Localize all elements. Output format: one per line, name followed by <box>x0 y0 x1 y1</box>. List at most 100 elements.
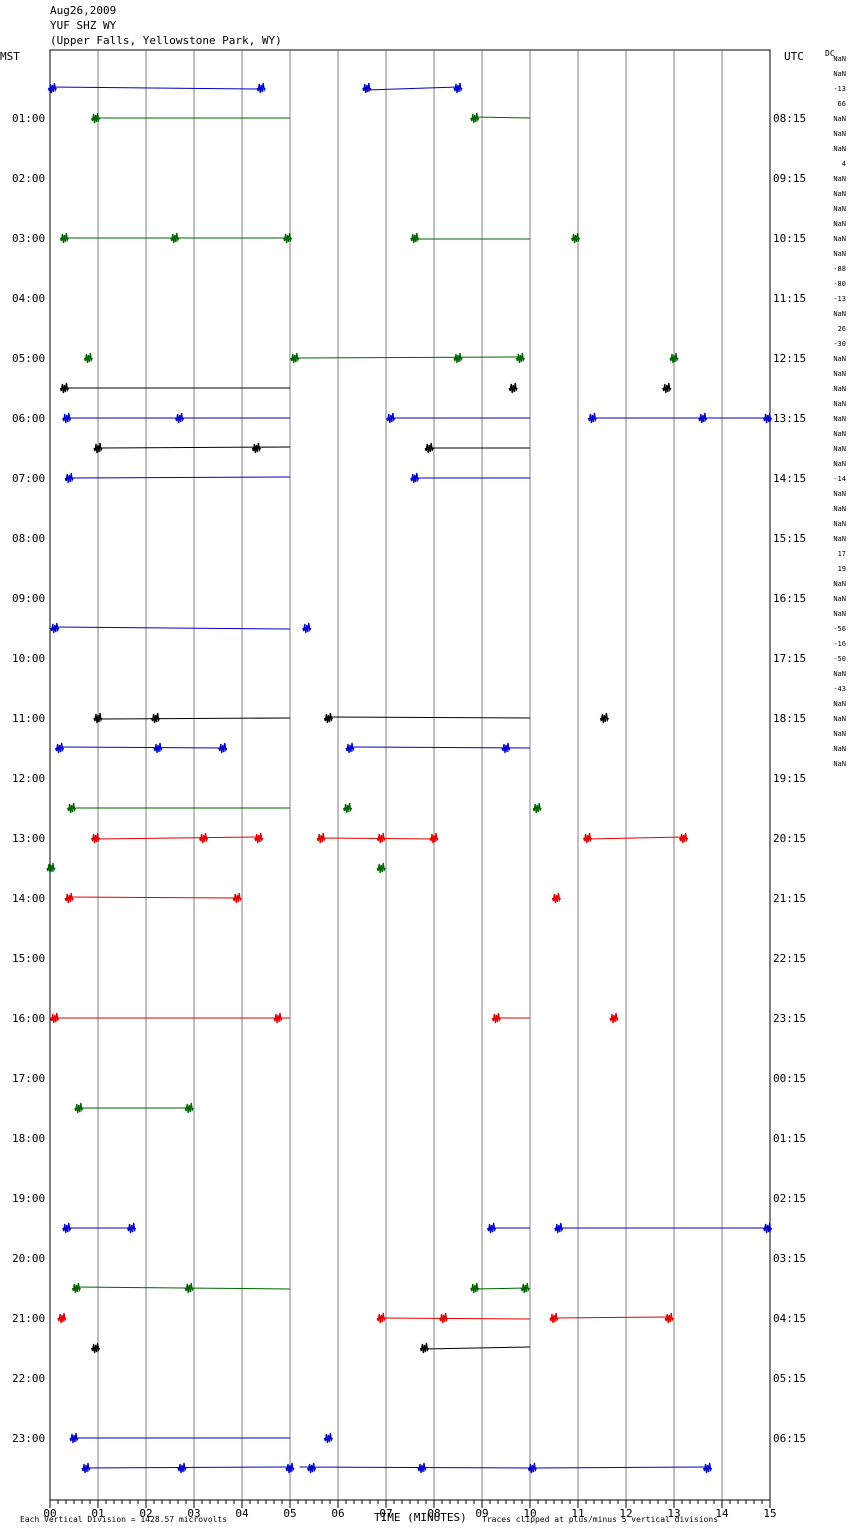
seismic-burst <box>515 352 525 364</box>
seismic-burst <box>470 1282 480 1294</box>
seismic-burst <box>93 442 103 454</box>
x-tick-label: 14 <box>715 1507 729 1520</box>
seismic-burst <box>316 832 326 844</box>
seismic-burst <box>54 742 65 754</box>
x-axis-title: TIME (MINUTES) <box>374 1511 467 1524</box>
seismic-burst <box>184 1282 194 1294</box>
seismic-burst <box>678 832 689 844</box>
trace-segment <box>49 86 262 90</box>
x-tick-label: 03 <box>187 1507 200 1520</box>
scale-note: Each Vertical Division = 1428.57 microvo… <box>20 1515 228 1524</box>
mst-hour-label: 09:00 <box>12 592 45 605</box>
dc-offset-value: -43 <box>833 685 846 693</box>
dc-offset-value: NaN <box>833 445 846 453</box>
seismic-burst <box>599 712 609 724</box>
dc-offset-value: NaN <box>833 130 846 138</box>
header-date: Aug26,2009 <box>50 4 117 17</box>
seismic-burst <box>153 742 163 754</box>
seismic-burst <box>362 82 372 94</box>
dc-offset-value: 19 <box>838 565 846 573</box>
header-location: (Upper Falls, Yellowstone Park, WY) <box>50 34 282 47</box>
dc-offset-value: NaN <box>833 385 846 393</box>
dc-offset-value: NaN <box>833 520 846 528</box>
seismic-burst <box>662 382 672 394</box>
trace-segment <box>474 116 531 119</box>
utc-hour-label: 09:15 <box>773 172 806 185</box>
utc-hour-label: 01:15 <box>773 1132 806 1145</box>
trace-segment <box>349 746 531 749</box>
dc-offset-value: -56 <box>833 625 846 633</box>
dc-offset-value: NaN <box>833 430 846 438</box>
header-station: YUF SHZ WY <box>50 19 117 32</box>
seismic-burst <box>554 1222 564 1234</box>
utc-hour-label: 12:15 <box>773 352 806 365</box>
dc-offset-value: NaN <box>833 70 846 78</box>
seismic-burst <box>587 412 597 424</box>
x-tick-label: 05 <box>283 1507 296 1520</box>
x-tick-label: 06 <box>331 1507 344 1520</box>
trace-segment <box>328 716 531 719</box>
seismic-burst <box>177 1462 187 1474</box>
utc-hour-label: 04:15 <box>773 1312 806 1325</box>
x-tick-label: 08 <box>427 1507 440 1520</box>
x-tick-label: 01 <box>91 1507 104 1520</box>
dc-offset-value: NaN <box>833 460 846 468</box>
mst-hour-label: 06:00 <box>12 412 45 425</box>
dc-offset-value: NaN <box>833 400 846 408</box>
x-tick-label: 07 <box>379 1507 392 1520</box>
mst-hour-label: 17:00 <box>12 1072 45 1085</box>
dc-offset-value: NaN <box>833 580 846 588</box>
seismic-burst <box>323 1432 333 1444</box>
dc-offset-value: NaN <box>833 115 846 123</box>
utc-hour-label: 18:15 <box>773 712 806 725</box>
dc-offset-value: NaN <box>833 145 846 153</box>
utc-axis-label: UTC <box>784 50 804 63</box>
seismic-burst <box>410 232 420 244</box>
utc-hour-label: 16:15 <box>773 592 806 605</box>
seismic-burst <box>64 892 74 904</box>
utc-hour-label: 02:15 <box>773 1192 806 1205</box>
seismic-burst <box>273 1012 283 1024</box>
seismic-burst <box>342 802 353 814</box>
mst-hour-label: 10:00 <box>12 652 45 665</box>
dc-offset-value: NaN <box>833 370 846 378</box>
dc-offset-value: 26 <box>838 325 846 333</box>
seismic-burst <box>438 1312 449 1324</box>
mst-hour-label: 12:00 <box>12 772 45 785</box>
dc-offset-value: NaN <box>833 595 846 603</box>
seismic-burst <box>254 832 264 844</box>
seismic-burst <box>83 352 93 364</box>
dc-offset-value: NaN <box>833 730 846 738</box>
trace-segment <box>59 746 223 749</box>
mst-hour-label: 19:00 <box>12 1192 45 1205</box>
seismic-burst <box>762 1222 773 1234</box>
seismic-burst <box>417 1462 427 1474</box>
seismic-burst <box>256 82 266 94</box>
dc-offset-value: -80 <box>833 280 846 288</box>
seismic-burst <box>66 802 77 814</box>
dc-offset-value: NaN <box>833 700 846 708</box>
utc-hour-label: 17:15 <box>773 652 806 665</box>
x-tick-label: 12 <box>619 1507 632 1520</box>
seismic-burst <box>453 352 463 364</box>
seismic-burst <box>47 82 57 94</box>
seismic-burst <box>62 1222 72 1234</box>
utc-hour-label: 19:15 <box>773 772 806 785</box>
seismic-burst <box>150 712 161 724</box>
seismic-burst <box>62 412 72 424</box>
utc-hour-label: 00:15 <box>773 1072 806 1085</box>
seismic-burst <box>71 1282 81 1294</box>
mst-hour-label: 21:00 <box>12 1312 45 1325</box>
trace-segment <box>534 1466 708 1469</box>
trace-segment <box>587 836 684 840</box>
dc-offset-value: NaN <box>833 55 846 63</box>
dc-offset-value: -16 <box>833 640 846 648</box>
seismic-burst <box>410 472 420 484</box>
dc-offset-value: NaN <box>833 535 846 543</box>
seismic-burst <box>323 712 333 724</box>
dc-offset-value: -30 <box>833 340 846 348</box>
seismic-burst <box>170 232 180 244</box>
trace-segment <box>76 1286 291 1290</box>
trace-segment <box>553 1316 670 1319</box>
